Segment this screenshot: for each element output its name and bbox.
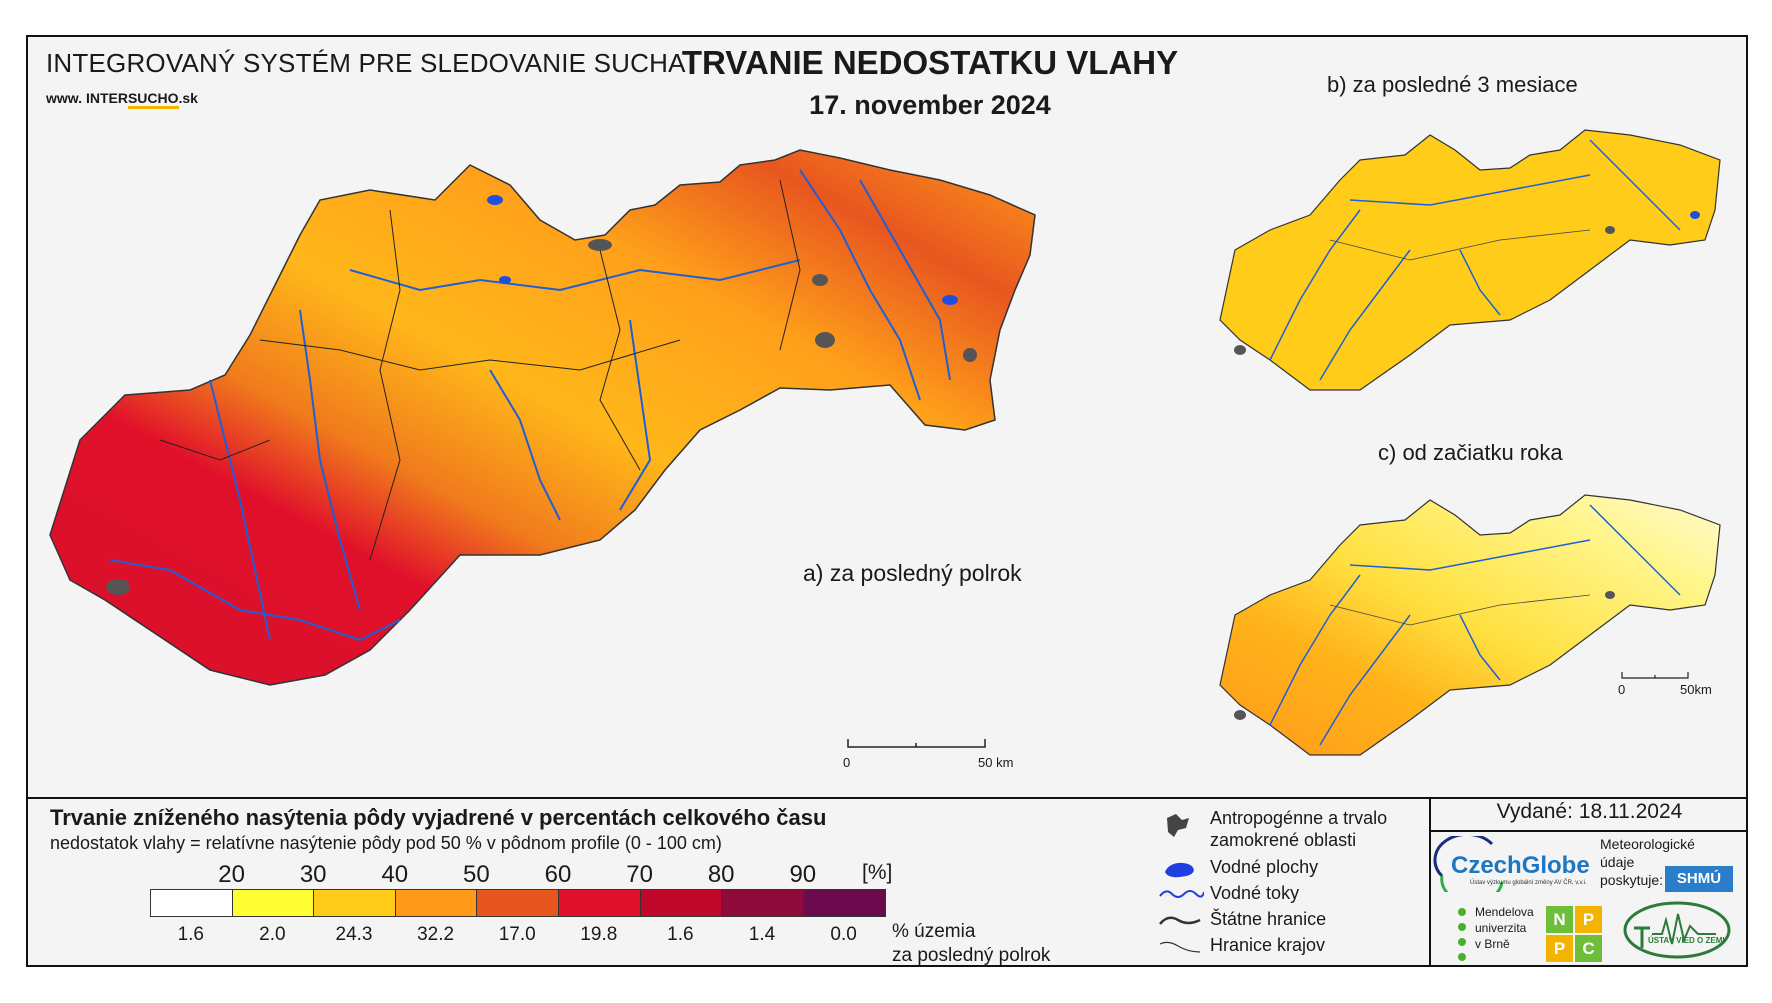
legend-percentage: 1.6 [177, 924, 205, 945]
slovakia-outline-c [1219, 494, 1721, 756]
legend-color-cell [803, 890, 886, 916]
main-map [49, 149, 1036, 686]
nppc-letter: P [1546, 935, 1573, 962]
map-a-label: a) za posledný polrok [803, 560, 1022, 586]
symbol-rivers: Vodné toky [1210, 883, 1300, 903]
map-title: TRVANIE NEDOSTATKU VLAHY [681, 44, 1179, 81]
state-border-icon [1159, 916, 1201, 925]
water-body-icon [1165, 862, 1194, 878]
uvz-logo [1623, 901, 1731, 959]
small-scale-end: 50km [1680, 682, 1712, 697]
website-prefix: www. [46, 90, 83, 106]
map-c-label: c) od začiatku roka [1378, 440, 1563, 465]
nppc-logo: N P P C [1546, 906, 1602, 962]
main-scale-bar [847, 739, 986, 748]
legend-threshold: 90 [789, 861, 817, 888]
legend-threshold: 70 [626, 861, 653, 888]
legend-color-cell [640, 890, 723, 916]
anthropogenic-icon [1167, 814, 1189, 837]
legend-title: Trvanie zníženého nasýtenia pôdy vyjadre… [50, 805, 827, 830]
slovakia-outline-main [49, 149, 1036, 686]
map-b-label: b) za posledné 3 mesiace [1327, 72, 1578, 97]
region-border-icon [1159, 941, 1201, 953]
legend-threshold: 20 [218, 861, 245, 888]
symbol-region-borders: Hranice krajov [1210, 935, 1326, 955]
nppc-letter: C [1575, 935, 1602, 962]
slovakia-outline-b [1219, 129, 1721, 391]
shmu-logo: SHMÚ [1665, 866, 1733, 892]
small-scale-zero: 0 [1618, 682, 1626, 697]
legend-colorbar [150, 889, 887, 917]
website-link[interactable]: www. INTERSUCHO.sk [46, 90, 198, 109]
shmu-note-1: Meteorologické [1600, 836, 1695, 852]
percent-label-line1: % územia [892, 921, 976, 942]
symbol-water-bodies: Vodné plochy [1210, 857, 1319, 877]
legend-percentage: 17.0 [498, 924, 536, 945]
legend-percentage: 32.2 [417, 924, 455, 945]
legend-percentage: 1.4 [748, 924, 776, 945]
small-scale-bar [1621, 672, 1689, 679]
czechglobe-name: CzechGlobe [1451, 852, 1590, 879]
map-c [1219, 494, 1721, 756]
legend-color-cell [151, 890, 233, 916]
legend-percentage: 19.8 [580, 924, 618, 945]
legend-color-cell [722, 890, 804, 916]
symbol-anthropogenic-2: zamokrené oblasti [1210, 830, 1357, 850]
czechglobe-logo [1433, 836, 1504, 892]
map-b [1219, 129, 1721, 391]
shmu-note-2: údaje [1600, 854, 1635, 870]
website-part-a: INTER [85, 90, 128, 106]
legend-percentage: 2.0 [259, 924, 286, 945]
shmu-note-3: poskytuje: [1600, 872, 1664, 888]
mendelu-line3: v Brně [1475, 937, 1510, 951]
nppc-letter: N [1546, 906, 1573, 933]
legend-color-cell [558, 890, 641, 916]
legend-threshold: 30 [299, 861, 327, 888]
main-scale-end: 50 km [978, 755, 1014, 770]
legend-percentage: 1.6 [667, 924, 694, 945]
legend-color-cell [395, 890, 478, 916]
uvz-name: ÚSTAV VIED O ZEMI [1648, 936, 1725, 945]
mendelu-dots-icon [1458, 908, 1466, 961]
symbol-state-borders: Štátne hranice [1210, 909, 1327, 929]
percent-label-line2: za posledný polrok [892, 945, 1051, 966]
czechglobe-subtitle: Ústav výzkumu globální změny AV ČR, v.v.… [1470, 880, 1587, 886]
website-part-b: SUCHO [127, 90, 179, 109]
legend-percentage: 24.3 [335, 924, 373, 945]
logo-divider [1429, 797, 1431, 967]
legend-threshold: 80 [707, 861, 735, 888]
mendelu-line1: Mendelova [1475, 905, 1534, 919]
nppc-letter: P [1575, 906, 1602, 933]
legend-unit: [%] [862, 861, 893, 884]
legend-threshold: 40 [381, 861, 409, 888]
legend-subtitle: nedostatok vlahy = relatívne nasýtenie p… [50, 833, 722, 853]
legend-threshold: 60 [544, 861, 572, 888]
river-icon [1159, 890, 1204, 898]
legend-threshold: 50 [463, 861, 490, 888]
legend-color-cell [232, 890, 315, 916]
issued-date: Vydané: 18.11.2024 [1431, 800, 1748, 832]
main-scale-zero: 0 [843, 755, 851, 770]
legend-color-cell [314, 890, 396, 916]
legend-percentage: 0.0 [830, 924, 857, 945]
map-date: 17. november 2024 [809, 90, 1051, 120]
website-part-c: .sk [178, 90, 198, 106]
symbol-anthropogenic-1: Antropogénne a trvalo [1210, 808, 1388, 828]
mendelu-line2: univerzita [1475, 921, 1527, 935]
legend-divider [26, 797, 1748, 799]
legend-color-cell [477, 890, 559, 916]
system-title: INTEGROVANÝ SYSTÉM PRE SLEDOVANIE SUCHA [46, 48, 686, 78]
